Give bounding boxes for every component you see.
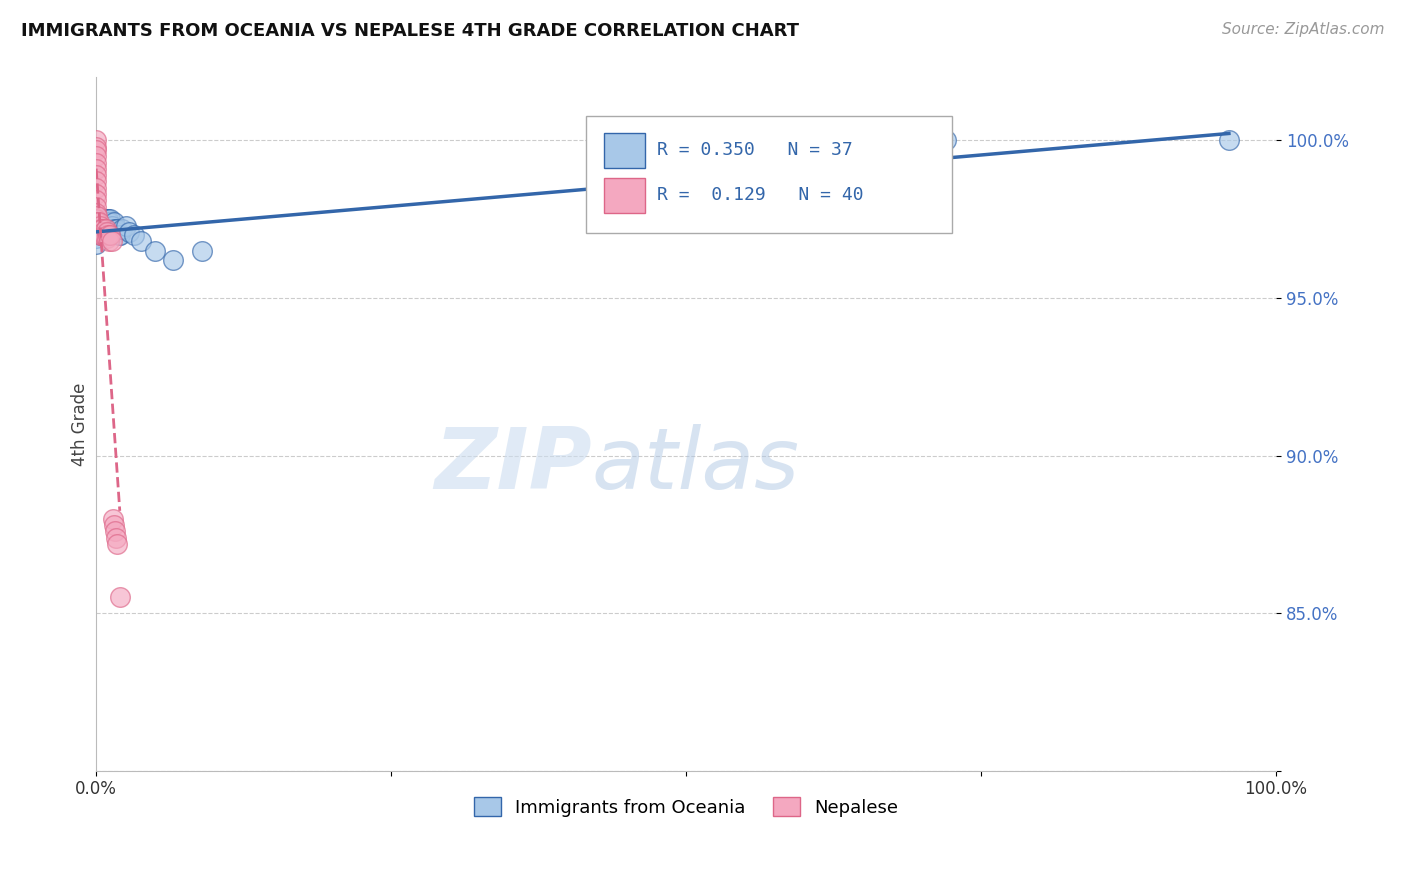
Point	[91, 221, 114, 235]
Point	[118, 225, 141, 239]
Point	[94, 212, 117, 227]
Point	[87, 215, 110, 229]
Point	[91, 225, 114, 239]
Point	[87, 215, 110, 229]
Point	[90, 227, 112, 242]
Point	[84, 168, 107, 182]
Point	[191, 244, 214, 258]
Point	[98, 235, 121, 249]
Point	[87, 225, 110, 239]
Point	[84, 180, 107, 194]
Point	[108, 591, 131, 605]
Text: R = 0.350   N = 37: R = 0.350 N = 37	[657, 141, 852, 160]
Point	[86, 221, 108, 235]
Point	[101, 221, 124, 235]
Point	[84, 155, 107, 169]
Point	[87, 221, 110, 235]
Text: Source: ZipAtlas.com: Source: ZipAtlas.com	[1222, 22, 1385, 37]
Point	[93, 215, 115, 229]
Point	[103, 517, 125, 532]
Point	[84, 231, 107, 245]
Point	[108, 227, 131, 242]
Point	[129, 235, 152, 249]
Point	[84, 219, 107, 233]
Point	[84, 219, 107, 233]
Point	[84, 187, 107, 202]
Point	[111, 221, 134, 235]
Point	[84, 133, 107, 147]
Point	[84, 212, 107, 227]
Point	[105, 531, 128, 545]
Point	[98, 212, 121, 227]
Point	[100, 235, 122, 249]
Point	[143, 244, 166, 258]
Point	[90, 219, 112, 233]
Point	[91, 212, 114, 227]
Legend: Immigrants from Oceania, Nepalese: Immigrants from Oceania, Nepalese	[467, 790, 905, 824]
Point	[97, 227, 120, 242]
Point	[84, 212, 107, 227]
Point	[94, 221, 117, 235]
Point	[93, 227, 115, 242]
Text: atlas: atlas	[592, 425, 800, 508]
Point	[84, 149, 107, 163]
Y-axis label: 4th Grade: 4th Grade	[72, 383, 89, 466]
Point	[96, 212, 118, 227]
Point	[97, 212, 120, 227]
Point	[89, 227, 111, 242]
Point	[84, 200, 107, 214]
Point	[86, 209, 108, 223]
Point	[98, 215, 121, 229]
Point	[98, 227, 121, 242]
Point	[84, 140, 107, 154]
Point	[107, 227, 129, 242]
Point	[100, 219, 122, 233]
Point	[103, 215, 125, 229]
Point	[84, 194, 107, 208]
Point	[935, 133, 957, 147]
Point	[84, 143, 107, 157]
Point	[89, 219, 111, 233]
Point	[162, 253, 184, 268]
Point	[84, 225, 107, 239]
Point	[89, 225, 111, 239]
Point	[96, 225, 118, 239]
Text: R =  0.129   N = 40: R = 0.129 N = 40	[657, 186, 863, 204]
Point	[84, 206, 107, 220]
Point	[105, 225, 128, 239]
Point	[104, 221, 127, 235]
Point	[114, 219, 136, 233]
Point	[101, 511, 124, 525]
Point	[104, 524, 127, 539]
Point	[90, 221, 112, 235]
Point	[84, 174, 107, 188]
Point	[107, 221, 129, 235]
Text: ZIP: ZIP	[434, 425, 592, 508]
Point	[91, 221, 114, 235]
Point	[122, 227, 145, 242]
FancyBboxPatch shape	[603, 178, 645, 212]
FancyBboxPatch shape	[603, 133, 645, 168]
Point	[107, 537, 129, 551]
Point	[1218, 133, 1240, 147]
Point	[84, 237, 107, 252]
FancyBboxPatch shape	[586, 116, 952, 234]
Point	[91, 227, 114, 242]
Point	[86, 215, 108, 229]
Point	[91, 227, 114, 242]
Point	[84, 161, 107, 176]
Point	[96, 231, 118, 245]
Text: IMMIGRANTS FROM OCEANIA VS NEPALESE 4TH GRADE CORRELATION CHART: IMMIGRANTS FROM OCEANIA VS NEPALESE 4TH …	[21, 22, 799, 40]
